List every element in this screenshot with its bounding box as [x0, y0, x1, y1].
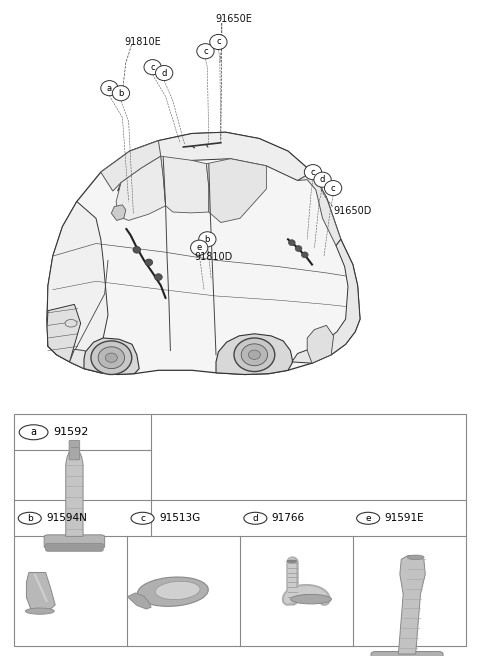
Polygon shape — [26, 573, 55, 611]
Circle shape — [156, 66, 173, 81]
Polygon shape — [161, 156, 209, 213]
Circle shape — [101, 81, 118, 96]
Polygon shape — [206, 159, 266, 222]
Text: 91810D: 91810D — [194, 252, 233, 262]
Circle shape — [199, 232, 216, 247]
Text: 91592: 91592 — [53, 427, 88, 438]
Ellipse shape — [98, 347, 125, 369]
Polygon shape — [84, 338, 139, 375]
Circle shape — [18, 512, 41, 524]
Polygon shape — [101, 140, 161, 191]
Polygon shape — [70, 349, 102, 373]
Text: c: c — [216, 37, 221, 47]
Text: d: d — [320, 175, 325, 184]
Polygon shape — [127, 593, 151, 609]
Polygon shape — [66, 451, 83, 537]
FancyBboxPatch shape — [14, 414, 466, 646]
FancyBboxPatch shape — [69, 440, 80, 460]
Circle shape — [112, 86, 130, 101]
Text: d: d — [161, 69, 167, 77]
Ellipse shape — [241, 344, 268, 365]
Circle shape — [191, 240, 208, 255]
Circle shape — [155, 274, 162, 281]
Circle shape — [131, 512, 154, 524]
Ellipse shape — [106, 353, 117, 362]
FancyBboxPatch shape — [46, 543, 103, 551]
Ellipse shape — [287, 560, 297, 562]
Ellipse shape — [234, 338, 275, 371]
Text: b: b — [118, 89, 124, 98]
Circle shape — [210, 34, 227, 50]
Ellipse shape — [291, 594, 331, 604]
Text: 91591E: 91591E — [384, 513, 424, 523]
Ellipse shape — [249, 350, 260, 359]
Text: e: e — [365, 514, 371, 523]
Polygon shape — [111, 205, 126, 220]
Ellipse shape — [155, 581, 200, 600]
Ellipse shape — [407, 555, 424, 560]
Circle shape — [288, 239, 295, 245]
Circle shape — [244, 512, 267, 524]
Circle shape — [144, 60, 161, 75]
Text: b: b — [27, 514, 33, 523]
Polygon shape — [298, 172, 341, 245]
Polygon shape — [47, 133, 360, 375]
Ellipse shape — [137, 577, 208, 606]
Polygon shape — [216, 334, 293, 375]
Text: 91650D: 91650D — [334, 206, 372, 216]
Circle shape — [304, 165, 322, 180]
Text: c: c — [140, 514, 145, 523]
Polygon shape — [47, 201, 108, 369]
Text: a: a — [107, 84, 112, 92]
Text: e: e — [197, 243, 202, 252]
Text: c: c — [331, 184, 336, 193]
Text: 91513G: 91513G — [159, 513, 200, 523]
Circle shape — [19, 425, 48, 440]
Text: c: c — [311, 168, 315, 176]
Text: 91594N: 91594N — [46, 513, 87, 523]
Polygon shape — [116, 156, 166, 220]
Text: c: c — [203, 47, 208, 56]
Polygon shape — [398, 556, 425, 654]
Circle shape — [301, 252, 308, 258]
Text: a: a — [31, 427, 36, 438]
Polygon shape — [47, 304, 81, 362]
FancyBboxPatch shape — [44, 535, 105, 548]
Polygon shape — [118, 133, 312, 191]
FancyBboxPatch shape — [371, 651, 443, 656]
Circle shape — [295, 245, 302, 251]
Text: b: b — [204, 235, 210, 244]
Circle shape — [357, 512, 380, 524]
Circle shape — [197, 44, 214, 59]
Text: 91810E: 91810E — [125, 37, 161, 47]
Text: c: c — [150, 63, 155, 72]
Circle shape — [314, 172, 331, 187]
Polygon shape — [307, 325, 334, 363]
Ellipse shape — [91, 341, 132, 375]
Text: 91650E: 91650E — [216, 14, 252, 24]
Circle shape — [145, 259, 153, 266]
Text: d: d — [252, 514, 258, 523]
Ellipse shape — [65, 319, 77, 327]
Circle shape — [133, 247, 141, 253]
Text: 91766: 91766 — [272, 513, 305, 523]
Polygon shape — [292, 239, 360, 363]
Ellipse shape — [25, 608, 54, 614]
Circle shape — [324, 180, 342, 195]
